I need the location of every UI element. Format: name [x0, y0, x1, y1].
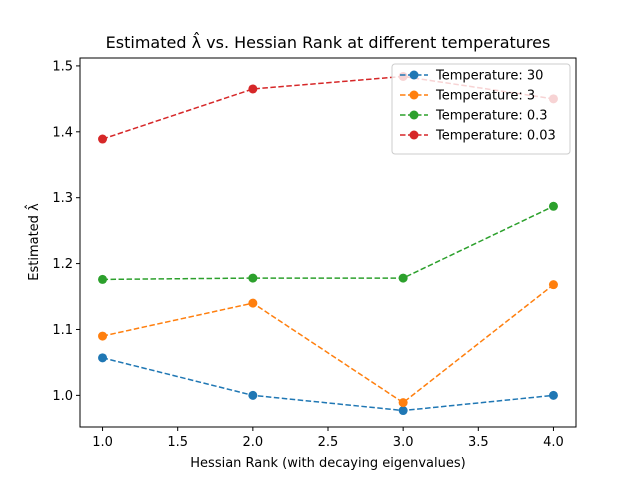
- data-point: [548, 390, 558, 400]
- data-point: [98, 134, 108, 144]
- x-axis-label: Hessian Rank (with decaying eigenvalues): [190, 456, 465, 471]
- data-point: [548, 280, 558, 290]
- legend-label: Temperature: 0.3: [435, 109, 548, 124]
- data-point: [98, 353, 108, 363]
- chart-title: Estimated λ̂ vs. Hessian Rank at differe…: [106, 32, 551, 52]
- data-point: [248, 273, 258, 283]
- legend-label: Temperature: 0.03: [435, 129, 556, 144]
- series-line: [102, 284, 554, 404]
- x-tick-label: 1.5: [167, 435, 188, 450]
- y-tick-label: 1.1: [52, 323, 73, 338]
- y-axis-label: Estimated λ̂: [25, 203, 42, 281]
- legend: Temperature: 30 Temperature: 3 Temperature…: [391, 63, 571, 155]
- data-point: [248, 298, 258, 308]
- legend-marker: [409, 90, 419, 100]
- series-line: [102, 357, 554, 412]
- x-tick-label: 3.5: [468, 435, 489, 450]
- y-tick-label: 1.0: [52, 389, 73, 404]
- data-point: [398, 406, 408, 416]
- y-tick-label: 1.4: [52, 125, 73, 140]
- x-tick-label: 3.0: [393, 435, 414, 450]
- data-point: [248, 390, 258, 400]
- legend-label: Temperature: 3: [435, 89, 535, 104]
- series-line: [102, 205, 554, 281]
- x-tick-label: 2.5: [318, 435, 339, 450]
- data-point: [98, 331, 108, 341]
- x-tick-label: 4.0: [543, 435, 564, 450]
- x-tick-label: 2.0: [243, 435, 264, 450]
- legend-marker: [409, 110, 419, 120]
- y-tick-label: 1.5: [52, 59, 73, 74]
- data-point: [248, 84, 258, 94]
- legend-box: [391, 63, 571, 155]
- y-tick-label: 1.3: [52, 191, 73, 206]
- data-point: [398, 398, 408, 408]
- plot-area: [98, 71, 558, 416]
- legend-label: Temperature: 30: [435, 69, 543, 84]
- x-axis: 1.0 1.5 2.0 2.5 3.0 3.5 4.0: [92, 427, 564, 450]
- x-tick-label: 1.0: [92, 435, 113, 450]
- y-axis: 1.0 1.1 1.2 1.3 1.4 1.5: [52, 59, 80, 404]
- data-point: [548, 201, 558, 211]
- data-point: [398, 273, 408, 283]
- data-point: [98, 274, 108, 284]
- legend-marker: [409, 70, 419, 80]
- y-tick-label: 1.2: [52, 257, 73, 272]
- legend-marker: [409, 130, 419, 140]
